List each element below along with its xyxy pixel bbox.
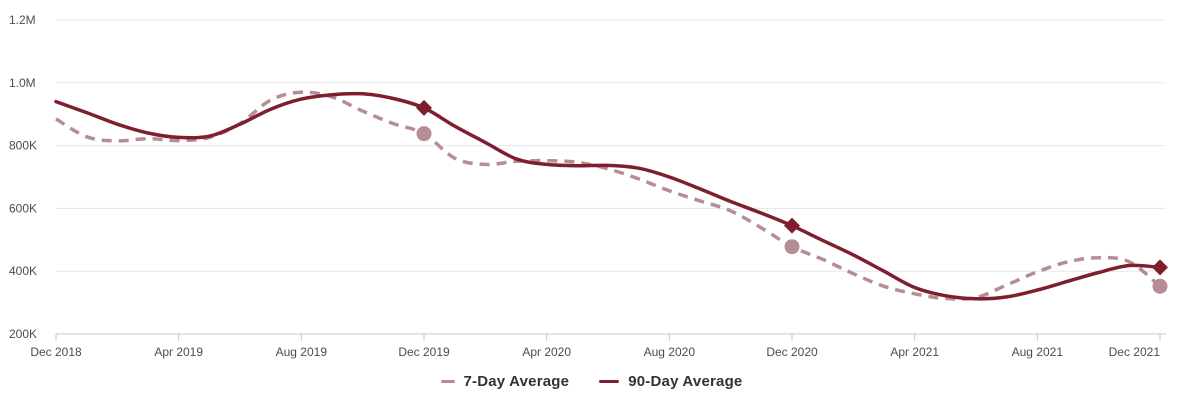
svg-text:600K: 600K	[9, 201, 37, 215]
svg-text:Dec 2020: Dec 2020	[766, 345, 818, 359]
svg-text:Dec 2019: Dec 2019	[398, 345, 450, 359]
svg-text:200K: 200K	[9, 327, 37, 341]
legend-dash-7-day-icon	[440, 379, 455, 383]
svg-text:1.2M: 1.2M	[9, 13, 36, 27]
legend-item-7-day-average[interactable]: 7-Day Average	[440, 372, 570, 390]
svg-text:Apr 2020: Apr 2020	[522, 345, 571, 359]
svg-text:1.0M: 1.0M	[9, 76, 36, 90]
svg-text:Aug 2019: Aug 2019	[276, 345, 328, 359]
svg-text:Aug 2020: Aug 2020	[644, 345, 696, 359]
svg-text:800K: 800K	[9, 139, 37, 153]
svg-text:Aug 2021: Aug 2021	[1012, 345, 1064, 359]
legend-item-90-day-average[interactable]: 90-Day Average	[599, 373, 742, 390]
chart-legend: 7-Day Average 90-Day Average	[0, 366, 1183, 396]
svg-text:400K: 400K	[9, 264, 37, 278]
svg-text:Dec 2018: Dec 2018	[30, 345, 82, 359]
legend-label-7-day-average: 7-Day Average	[463, 372, 570, 390]
svg-text:Apr 2019: Apr 2019	[154, 345, 203, 359]
svg-text:Dec 2021: Dec 2021	[1109, 345, 1161, 359]
legend-label-90-day-average: 90-Day Average	[628, 372, 743, 390]
svg-text:Apr 2021: Apr 2021	[890, 345, 939, 359]
legend-dash-90-day-icon	[599, 379, 620, 383]
